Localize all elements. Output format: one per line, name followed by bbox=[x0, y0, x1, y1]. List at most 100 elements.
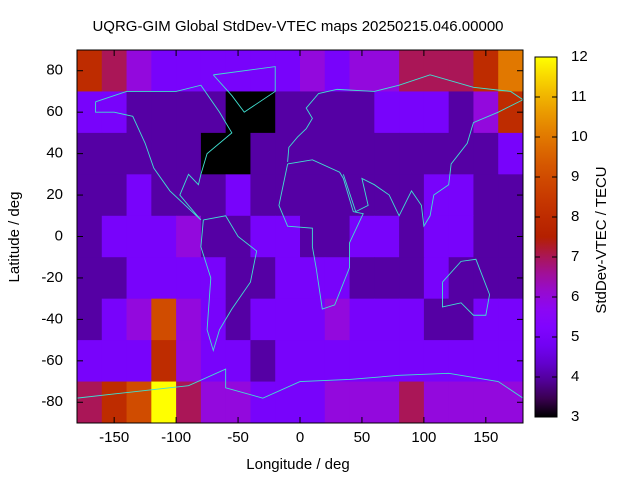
heat-cell bbox=[126, 298, 152, 341]
heat-cell bbox=[324, 50, 351, 92]
heat-cell bbox=[448, 132, 474, 175]
y-tick-label: 40 bbox=[46, 145, 63, 162]
heat-cell bbox=[473, 50, 499, 92]
heat-cell bbox=[101, 174, 128, 217]
heat-cell bbox=[300, 50, 326, 92]
heat-cell bbox=[151, 257, 177, 300]
heat-cell bbox=[300, 91, 326, 134]
heat-cell bbox=[250, 132, 276, 175]
heat-cell bbox=[250, 340, 276, 383]
heat-cell bbox=[250, 215, 276, 258]
heat-cell bbox=[300, 298, 326, 341]
heat-cell bbox=[126, 381, 152, 424]
heat-cell bbox=[423, 340, 450, 383]
y-axis-label: Latitude / deg bbox=[6, 192, 23, 283]
heat-cell bbox=[101, 257, 128, 300]
heat-cell bbox=[473, 215, 499, 258]
coastline bbox=[95, 84, 233, 221]
heat-cell bbox=[200, 91, 227, 134]
heat-cell bbox=[349, 381, 375, 424]
heat-cell bbox=[448, 298, 474, 341]
x-tick-label: 150 bbox=[473, 429, 498, 446]
heat-cell bbox=[324, 381, 351, 424]
x-tick-label: -150 bbox=[99, 429, 129, 446]
heat-cell bbox=[151, 132, 177, 175]
heat-cell bbox=[176, 91, 202, 134]
heat-cell bbox=[448, 215, 474, 258]
heat-cell bbox=[275, 340, 301, 383]
heat-cell bbox=[275, 381, 301, 424]
heat-cell bbox=[126, 132, 152, 175]
heat-cell bbox=[126, 174, 152, 217]
y-tick-label: -80 bbox=[41, 393, 63, 410]
coastline bbox=[442, 258, 491, 316]
heat-cell bbox=[126, 340, 152, 383]
heat-cell bbox=[200, 215, 227, 258]
heat-cell bbox=[349, 257, 375, 300]
heat-cell bbox=[101, 381, 128, 424]
y-tick-label: 80 bbox=[46, 62, 63, 79]
heat-cell bbox=[473, 381, 499, 424]
heat-cell bbox=[126, 215, 152, 258]
heat-cell bbox=[423, 91, 450, 134]
y-tick-label: -60 bbox=[41, 352, 63, 369]
y-tick-label: -40 bbox=[41, 310, 63, 327]
heat-cell bbox=[324, 132, 351, 175]
heat-cell bbox=[374, 91, 400, 134]
heat-cell bbox=[324, 215, 351, 258]
heat-cell bbox=[448, 381, 474, 424]
heat-cell bbox=[225, 50, 251, 92]
x-axis-label: Longitude / deg bbox=[246, 456, 349, 473]
heat-cell bbox=[473, 132, 499, 175]
heat-cell bbox=[275, 174, 301, 217]
heat-cell bbox=[300, 174, 326, 217]
colorbar-tick-label: 7 bbox=[571, 248, 579, 265]
x-tick-label: 50 bbox=[354, 429, 371, 446]
colorbar-label: StdDev-VTEC / TECU bbox=[593, 166, 610, 313]
heat-cell bbox=[275, 91, 301, 134]
heat-cell bbox=[250, 298, 276, 341]
colorbar-tick-label: 11 bbox=[571, 88, 587, 105]
heat-cell bbox=[374, 50, 400, 92]
heat-cell bbox=[349, 91, 375, 134]
heat-cell bbox=[324, 174, 351, 217]
heat-cell bbox=[126, 91, 152, 134]
heat-cell bbox=[300, 257, 326, 300]
colorbar-tick-label: 8 bbox=[571, 208, 579, 225]
heat-cell bbox=[300, 132, 326, 175]
heat-cell bbox=[176, 215, 202, 258]
heat-cell bbox=[473, 174, 499, 217]
heat-cell bbox=[374, 132, 400, 175]
heat-cell bbox=[225, 298, 251, 341]
heat-cell bbox=[374, 340, 400, 383]
heat-cell bbox=[448, 50, 474, 92]
x-tick-label: 0 bbox=[296, 429, 304, 446]
heat-cell bbox=[374, 257, 400, 300]
heat-cell bbox=[473, 340, 499, 383]
heat-cell bbox=[448, 257, 474, 300]
y-tick-label: -20 bbox=[41, 269, 63, 286]
heat-cell bbox=[324, 298, 351, 341]
x-tick-label: -50 bbox=[227, 429, 249, 446]
heat-cell bbox=[225, 340, 251, 383]
heat-cell bbox=[399, 215, 425, 258]
heat-cell bbox=[250, 257, 276, 300]
coastline bbox=[76, 368, 524, 399]
heat-cell bbox=[324, 257, 351, 300]
heat-cell bbox=[374, 174, 400, 217]
heat-cell bbox=[101, 215, 128, 258]
heat-cell bbox=[151, 215, 177, 258]
colorbar-tick-label: 6 bbox=[571, 288, 579, 305]
heat-cell bbox=[225, 257, 251, 300]
heat-cell bbox=[399, 174, 425, 217]
chart-title: UQRG-GIM Global StdDev-VTEC maps 2025021… bbox=[92, 18, 503, 35]
heat-cell bbox=[324, 340, 351, 383]
heat-cell bbox=[151, 50, 177, 92]
heat-cell bbox=[151, 174, 177, 217]
heat-cell bbox=[176, 132, 202, 175]
colorbar-tick-label: 12 bbox=[571, 48, 588, 65]
heat-cell bbox=[151, 298, 177, 341]
heat-cell bbox=[473, 91, 499, 134]
heat-cell bbox=[423, 298, 450, 341]
